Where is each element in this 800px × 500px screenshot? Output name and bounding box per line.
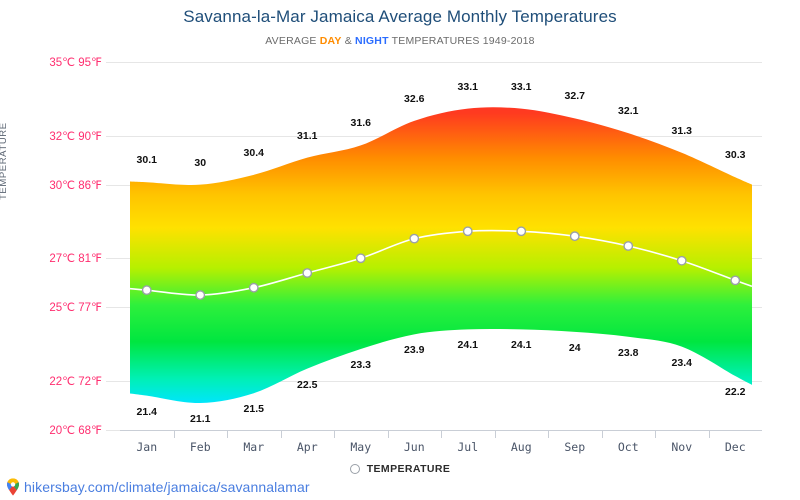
night-temp-label: 23.8 bbox=[618, 346, 639, 359]
day-temp-label: 31.1 bbox=[297, 129, 318, 142]
day-temp-label: 32.1 bbox=[618, 105, 639, 118]
x-axis-tick-feb[interactable]: Feb bbox=[173, 431, 228, 457]
x-axis-tick-jul[interactable]: Jul bbox=[441, 431, 495, 457]
mean-temperature-point[interactable] bbox=[195, 290, 206, 300]
x-axis-tick-may[interactable]: May bbox=[334, 431, 388, 457]
day-temp-label: 30.1 bbox=[136, 154, 157, 167]
temperature-band bbox=[129, 107, 753, 404]
night-temp-label: 22.5 bbox=[297, 378, 318, 391]
chart-subtitle: AVERAGE DAY & NIGHT TEMPERATURES 1949-20… bbox=[0, 35, 800, 47]
y-axis-tick-label: 35℃ 95℉ bbox=[49, 57, 102, 69]
day-temp-label: 30.3 bbox=[725, 149, 746, 162]
day-temp-label: 30 bbox=[194, 156, 207, 169]
day-temp-label: 33.1 bbox=[511, 80, 532, 93]
day-temp-label: 31.3 bbox=[671, 124, 692, 137]
mean-temperature-point[interactable] bbox=[676, 255, 687, 266]
x-axis-tick-jun[interactable]: Jun bbox=[387, 431, 442, 457]
y-axis-tick-label: 27℃ 81℉ bbox=[49, 253, 102, 266]
plot-area bbox=[106, 62, 762, 431]
gridline bbox=[106, 62, 762, 63]
day-temp-label: 32.7 bbox=[564, 90, 585, 103]
chart-legend[interactable]: TEMPERATURE bbox=[0, 463, 800, 475]
mean-temperature-point[interactable] bbox=[302, 268, 313, 278]
mean-temperature-point[interactable] bbox=[141, 285, 152, 296]
mean-temperature-point[interactable] bbox=[623, 241, 634, 251]
night-temp-label: 24 bbox=[568, 341, 581, 354]
night-temp-label: 24.1 bbox=[457, 339, 478, 352]
y-axis-tick-label: 32℃ 90℉ bbox=[49, 130, 102, 143]
night-temp-label: 23.3 bbox=[350, 359, 371, 372]
subtitle-amp: & bbox=[341, 35, 356, 47]
temperature-band-fill bbox=[130, 107, 752, 404]
source-url[interactable]: hikersbay.com/climate/jamaica/savannalam… bbox=[24, 479, 310, 495]
night-temp-label: 22.2 bbox=[725, 386, 746, 399]
subtitle-pre: AVERAGE bbox=[265, 35, 320, 47]
source-footer[interactable]: hikersbay.com/climate/jamaica/savannalam… bbox=[6, 478, 310, 496]
legend-label: TEMPERATURE bbox=[366, 463, 451, 475]
chart-title: Savanna-la-Mar Jamaica Average Monthly T… bbox=[183, 7, 617, 26]
night-temp-label: 23.4 bbox=[671, 356, 692, 369]
mean-temperature-point[interactable] bbox=[409, 233, 420, 244]
mean-temperature-point[interactable] bbox=[355, 253, 366, 264]
x-axis-tick-oct[interactable]: Oct bbox=[601, 431, 656, 457]
x-axis-tick-apr[interactable]: Apr bbox=[280, 431, 335, 457]
map-pin-icon bbox=[6, 478, 20, 496]
mean-temperature-point[interactable] bbox=[516, 226, 527, 237]
mean-temperature-point[interactable] bbox=[569, 231, 580, 242]
day-temp-label: 32.6 bbox=[404, 92, 425, 105]
y-axis-tick-label: 25℃ 77℉ bbox=[49, 302, 102, 315]
night-temp-label: 21.5 bbox=[243, 403, 264, 416]
x-axis: Jan Feb Mar Apr May Jun Jul Aug Sep Oct Nov Dec bbox=[120, 430, 762, 457]
y-axis-tick-label: 22℃ 72℉ bbox=[49, 375, 102, 388]
gridline bbox=[106, 381, 762, 382]
subtitle-night-word: NIGHT bbox=[355, 35, 389, 47]
night-temp-label: 23.9 bbox=[404, 344, 425, 357]
x-axis-tick-sep[interactable]: Sep bbox=[548, 431, 602, 457]
night-temp-label: 24.1 bbox=[511, 339, 532, 352]
x-axis-tick-aug[interactable]: Aug bbox=[494, 431, 549, 457]
night-temp-label: 21.1 bbox=[190, 413, 211, 425]
subtitle-post: TEMPERATURES 1949-2018 bbox=[388, 35, 535, 47]
mean-temperature-point[interactable] bbox=[248, 282, 259, 293]
y-axis-tick-label: 30℃ 86℉ bbox=[49, 179, 102, 192]
x-axis-tick-jan[interactable]: Jan bbox=[136, 440, 158, 454]
day-temp-label: 30.4 bbox=[243, 146, 264, 159]
legend-marker-icon bbox=[349, 464, 360, 474]
mean-temperature-point[interactable] bbox=[462, 226, 473, 237]
y-axis-tick-label: 20℃ 68℉ bbox=[49, 425, 102, 437]
subtitle-day-word: DAY bbox=[319, 35, 342, 47]
y-axis-labels: 35℃ 95℉ 32℃ 90℉ 30℃ 86℉ 27℃ 81℉ 25℃ 77℉ 22℃ 7… bbox=[0, 57, 116, 437]
night-temp-label: 21.4 bbox=[136, 405, 157, 418]
x-axis-tick-dec[interactable]: Dec bbox=[708, 431, 763, 457]
day-temp-label: 31.6 bbox=[350, 117, 371, 130]
mean-temperature-point[interactable] bbox=[730, 275, 741, 286]
x-axis-tick-mar[interactable]: Mar bbox=[227, 431, 281, 457]
day-temp-label: 33.1 bbox=[457, 80, 478, 93]
x-axis-tick-nov[interactable]: Nov bbox=[655, 431, 709, 457]
